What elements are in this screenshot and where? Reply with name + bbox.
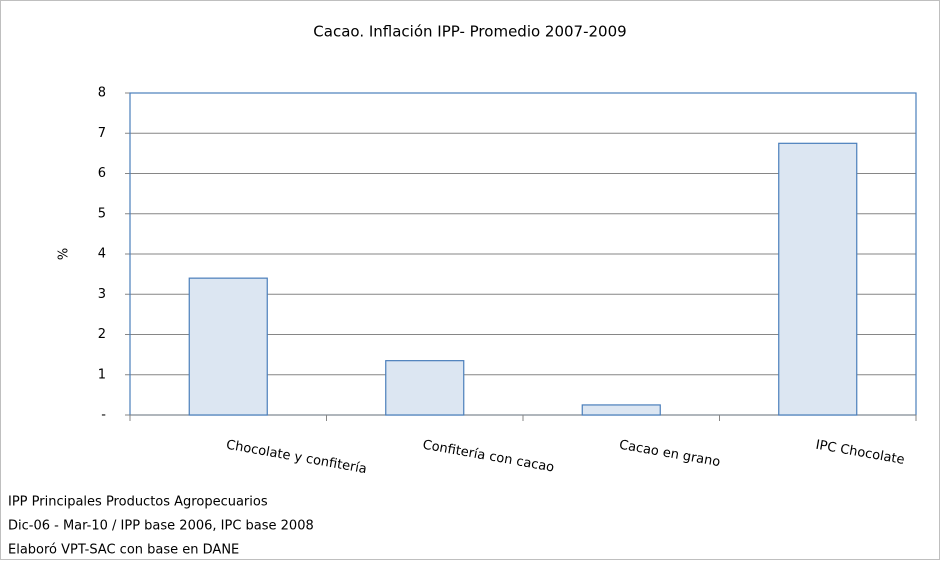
y-tick-label: 7 [98,126,106,141]
footnote: Elaboró VPT-SAC con base en DANE [8,543,239,558]
footnote: IPP Principales Productos Agropecuarios [8,495,268,510]
y-tick-label: 2 [98,327,106,342]
footnote: Dic-06 - Mar-10 / IPP base 2006, IPC bas… [8,519,314,534]
y-tick-label: 1 [98,367,106,382]
y-tick-label: - [101,408,106,423]
bar [581,404,661,416]
y-axis-label: % [57,248,72,260]
chart-title: Cacao. Inflación IPP- Promedio 2007-2009 [313,23,626,41]
y-tick-label: 6 [98,166,106,181]
y-tick-label: 3 [98,287,106,302]
bar [385,360,465,416]
y-tick-label: 8 [98,86,106,101]
y-tick-label: 4 [98,247,106,262]
y-tick-label: 5 [98,206,106,221]
bar [188,277,268,416]
bar [778,142,858,416]
